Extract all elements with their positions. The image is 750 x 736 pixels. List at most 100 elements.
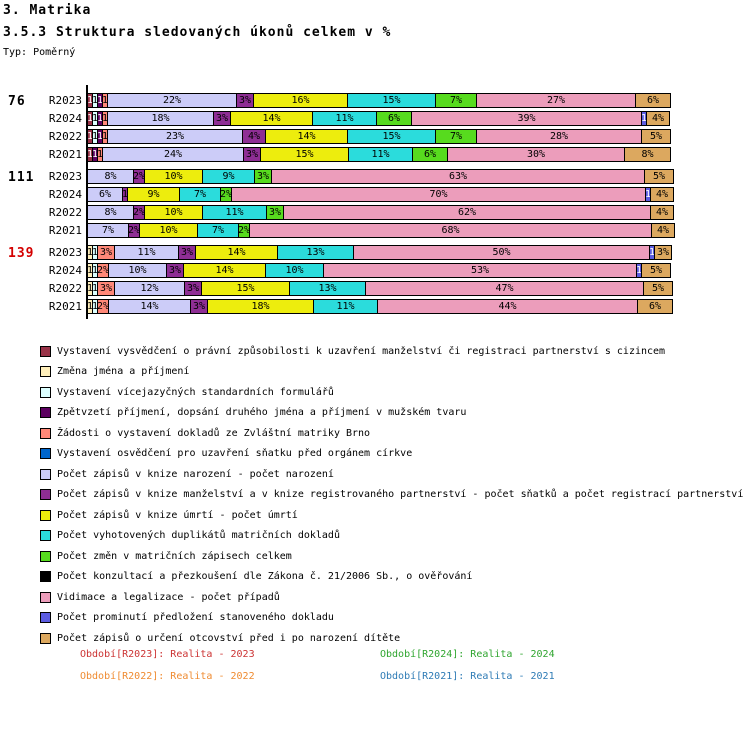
bar-group: 76 R2023 1 1 1 1 22% 3% 16% 15% 7% 27% 6% R2024 1 1 1 1 18…	[0, 93, 750, 162]
segment-value-label: 13%	[306, 247, 325, 258]
bar-segment-violet: 3%	[178, 245, 196, 260]
segment-value-label: 3%	[168, 265, 182, 276]
legend-item-label: Vidimace a legalizace - počet případů	[57, 591, 280, 603]
bar-segment-pink: 63%	[271, 169, 645, 184]
segment-value-label: 1	[97, 113, 103, 124]
segment-value-label: 28%	[549, 131, 569, 142]
group-count-label: 139	[8, 246, 35, 261]
group-count-label: 111	[8, 170, 35, 185]
bar-segment-violet: 3%	[213, 111, 231, 126]
bar-segment-salmon: 3%	[97, 245, 115, 260]
bar-segment-cyan: 15%	[347, 129, 436, 144]
segment-value-label: 2%	[220, 189, 232, 200]
segment-value-label: 15%	[236, 283, 255, 294]
bar-segment-salmon: 3%	[97, 281, 115, 296]
bar-segment-pink: 44%	[377, 299, 638, 314]
legend-color-swatch-dark_purple	[40, 407, 51, 419]
bar-segment-tan: 5%	[641, 263, 671, 278]
bar-segment-lavender: 18%	[107, 111, 214, 126]
bar-segment-lavender: 7%	[87, 223, 129, 238]
bar-row: R2022 1 1 3% 12% 3% 15% 13% 47% 5%	[0, 281, 750, 296]
stacked-bar: 1 1 1 24% 3% 15% 11% 6% 30% 8%	[87, 147, 681, 162]
bar-segment-green: 3%	[254, 169, 272, 184]
bar-segment-tan: 6%	[637, 299, 673, 314]
segment-value-label: 1	[97, 131, 103, 142]
bar-segment-tan: 5%	[643, 281, 673, 296]
bar-segment-lavender: 6%	[87, 187, 123, 202]
segment-value-label: 14%	[262, 113, 281, 124]
segment-value-label: 1	[87, 95, 93, 106]
stacked-bar: 1 1 2% 10% 3% 14% 10% 53% 1 5%	[87, 263, 681, 278]
segment-value-label: 8%	[104, 171, 117, 182]
bar-row: R2022 1 1 1 1 23% 4% 14% 15% 7% 28% 5%	[0, 129, 750, 144]
segment-value-label: 1	[641, 113, 647, 124]
segment-value-label: 18%	[251, 301, 270, 312]
bar-segment-green: 7%	[435, 129, 477, 144]
bar-segment-tan: 6%	[635, 93, 671, 108]
segment-value-label: 6%	[423, 149, 437, 160]
period-key: Období[R2023]: Realita - 2023 Období[R202…	[80, 649, 555, 682]
period-definition-label: Období[R2021]: Realita - 2021	[380, 671, 555, 682]
group-count-label: 76	[8, 94, 26, 109]
bar-segment-green: 7%	[435, 93, 477, 108]
bar-row: R2023 1 1 1 1 22% 3% 16% 15% 7% 27% 6%	[0, 93, 750, 108]
segment-value-label: 8%	[641, 149, 654, 160]
segment-value-label: 4%	[247, 131, 261, 142]
period-row-label: R2024	[48, 112, 82, 125]
legend-item-label: Počet zápisů o určení otcovství před i p…	[57, 632, 401, 644]
legend-color-swatch-black	[40, 571, 51, 583]
segment-value-label: 15%	[382, 131, 401, 142]
legend-color-swatch-yellow	[40, 509, 51, 521]
segment-value-label: 6%	[98, 189, 112, 200]
bar-row: R2024 6% 1 9% 7% 2% 70% 1 4%	[0, 187, 750, 202]
bar-segment-tan: 5%	[641, 129, 671, 144]
period-row-label: R2021	[48, 224, 82, 237]
chart-title: 3.5.3 Struktura sledovaných úkonů celkem…	[3, 25, 392, 40]
bar-segment-pink: 53%	[323, 263, 637, 278]
bar-segment-pink: 28%	[476, 129, 642, 144]
period-row-label: R2023	[48, 94, 82, 107]
stacked-bar: 6% 1 9% 7% 2% 70% 1 4%	[87, 187, 681, 202]
bar-segment-pink: 30%	[447, 147, 625, 162]
segment-value-label: 68%	[441, 225, 460, 236]
legend-item-label: Vystavení osvědčení pro uzavření sňatku …	[57, 448, 413, 460]
segment-value-label: 7%	[449, 131, 463, 142]
bar-segment-green: 3%	[266, 205, 284, 220]
bar-segment-tan: 8%	[624, 147, 671, 162]
segment-value-label: 11%	[335, 113, 354, 124]
segment-value-label: 1	[92, 131, 98, 142]
stacked-bar-chart: 76 R2023 1 1 1 1 22% 3% 16% 15% 7% 27% 6% R2024 1 1 1 1 18…	[0, 93, 750, 321]
bar-group: 139 R2023 1 1 3% 11% 3% 14% 13% 50% 1 3% R2024 1 1 2% 10…	[0, 245, 750, 314]
segment-value-label: 1	[92, 95, 98, 106]
segment-value-label: 1	[87, 301, 93, 312]
bar-segment-yellow: 15%	[260, 147, 349, 162]
period-row-label: R2022	[48, 130, 82, 143]
stacked-bar: 1 1 1 1 18% 3% 14% 11% 6% 39% 1 4%	[87, 111, 681, 126]
segment-value-label: 1	[102, 95, 108, 106]
segment-value-label: 4%	[656, 225, 670, 236]
segment-value-label: 1	[645, 189, 651, 200]
bar-segment-lavender: 24%	[102, 147, 244, 162]
legend-color-swatch-pale_cyan	[40, 386, 51, 398]
bar-segment-lavender: 23%	[107, 129, 243, 144]
bar-segment-lavender: 8%	[87, 205, 134, 220]
period-row-label: R2024	[48, 264, 82, 277]
segment-value-label: 10%	[159, 225, 178, 236]
segment-value-label: 1	[649, 247, 655, 258]
segment-value-label: 7%	[449, 95, 463, 106]
segment-value-label: 2%	[238, 225, 250, 236]
segment-value-label: 3%	[186, 283, 200, 294]
bar-segment-violet: 3%	[243, 147, 261, 162]
legend-item: Počet změn v matričních zápisech celkem	[40, 546, 743, 567]
bar-segment-cyan: 9%	[202, 169, 255, 184]
segment-value-label: 2%	[133, 171, 145, 182]
bar-row: R2024 1 1 2% 10% 3% 14% 10% 53% 1 5%	[0, 263, 750, 278]
segment-value-label: 47%	[495, 283, 514, 294]
segment-value-label: 10%	[164, 171, 183, 182]
segment-value-label: 3%	[268, 207, 282, 218]
legend-item-label: Žádosti o vystavení dokladů ze Zvláštní …	[57, 427, 371, 439]
bar-row: R2023 1 1 3% 11% 3% 14% 13% 50% 1 3%	[0, 245, 750, 260]
bar-segment-pink: 62%	[283, 205, 651, 220]
segment-value-label: 1	[87, 149, 93, 160]
legend-item-label: Počet zápisů v knize manželství a v kniz…	[57, 489, 744, 501]
